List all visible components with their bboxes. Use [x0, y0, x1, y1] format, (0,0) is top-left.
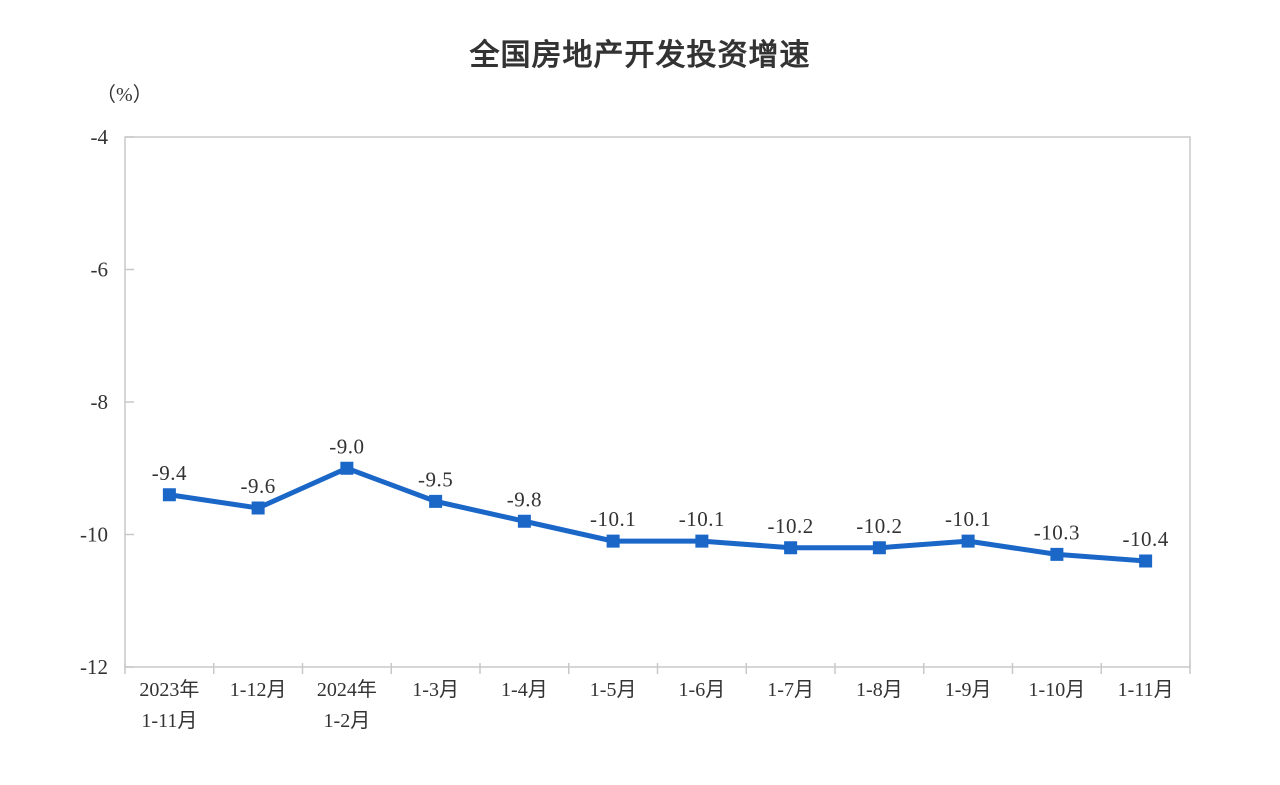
y-axis-tick-label: -6	[91, 258, 109, 282]
data-point-marker	[340, 461, 354, 475]
data-point-marker	[695, 534, 709, 548]
data-point-marker	[1139, 554, 1153, 568]
data-point-label: -9.8	[507, 487, 542, 511]
data-point-marker	[162, 488, 176, 502]
data-point-marker	[872, 541, 886, 555]
chart-title: 全国房地产开发投资增速	[469, 39, 811, 72]
data-point-marker	[784, 541, 798, 555]
data-point-marker	[429, 494, 443, 508]
series-line	[166, 465, 1149, 564]
data-point-marker	[1050, 547, 1064, 561]
y-axis-tick-label: -10	[80, 523, 108, 547]
data-point-label: -9.0	[329, 434, 364, 458]
x-axis-tick-label: 1-5月	[590, 679, 637, 701]
data-point-label: -10.3	[1034, 520, 1080, 544]
data-point-marker	[517, 514, 531, 528]
data-point-label: -10.1	[679, 507, 725, 531]
data-point-marker	[961, 534, 975, 548]
data-point-label: -9.4	[152, 461, 187, 485]
x-axis-tick-label: 1-10月	[1029, 679, 1086, 701]
x-axis-tick-label: 2024年 1-2月	[317, 678, 377, 732]
y-axis-tick-label: -4	[91, 125, 109, 149]
data-point-label: -10.4	[1123, 527, 1169, 551]
x-axis-tick-label: 1-11月	[1118, 679, 1174, 701]
data-point-label: -10.2	[856, 514, 902, 538]
x-axis-tick-label: 1-3月	[412, 679, 459, 701]
y-axis-tick-label: -8	[91, 390, 109, 414]
y-axis-unit-label: （%）	[96, 84, 153, 106]
x-axis-tick-label: 1-7月	[767, 679, 814, 701]
y-axis-tick-label: -12	[80, 655, 108, 679]
data-point-label: -9.6	[241, 474, 276, 498]
x-axis-tick-label: 2023年 1-11月	[139, 678, 199, 732]
data-point-marker	[606, 534, 620, 548]
x-axis-tick-label: 1-4月	[501, 679, 548, 701]
x-axis-tick-label: 1-6月	[679, 679, 726, 701]
data-point-label: -10.2	[768, 514, 814, 538]
plot-border	[124, 136, 1191, 668]
x-axis-tick-label: 1-9月	[945, 679, 992, 701]
data-point-label: -9.5	[418, 467, 453, 491]
data-point-label: -10.1	[590, 507, 636, 531]
x-axis-tick-label: 1-8月	[856, 679, 903, 701]
data-point-marker	[251, 501, 265, 515]
data-point-label: -10.1	[945, 507, 991, 531]
x-axis-tick-label: 1-12月	[230, 679, 287, 701]
